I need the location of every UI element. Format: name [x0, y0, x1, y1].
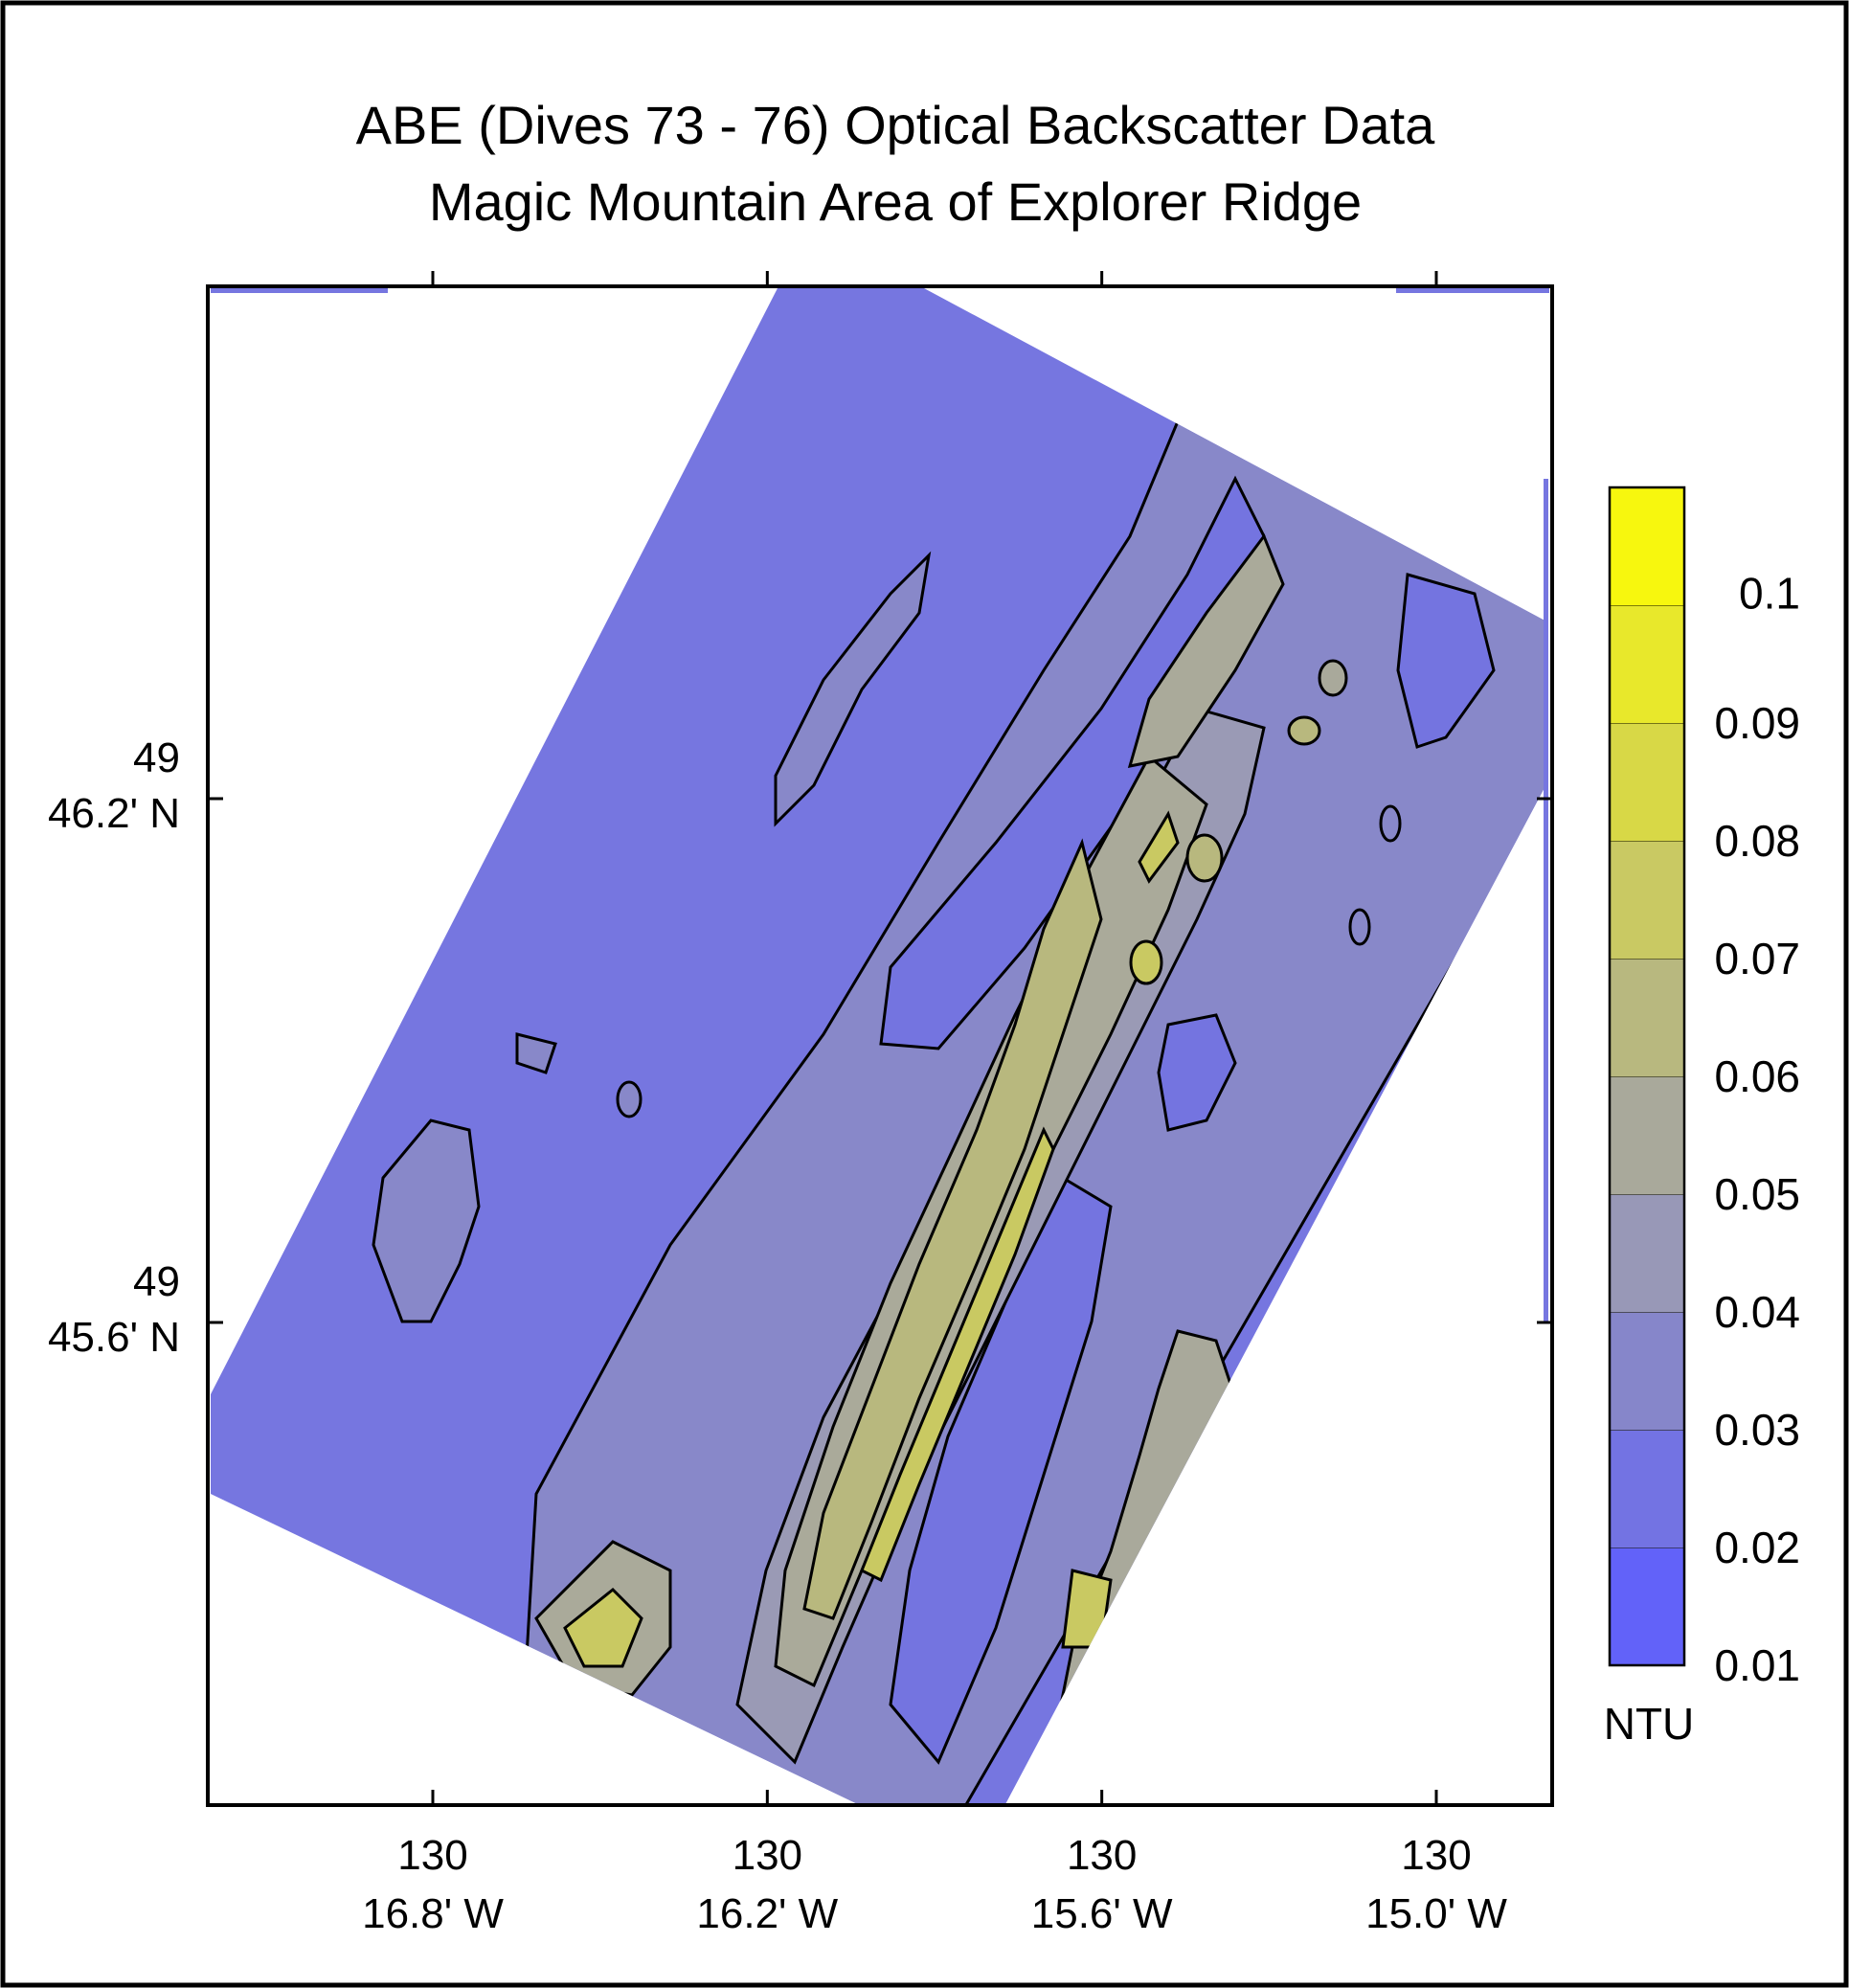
contour-ring: [1129, 939, 1163, 985]
colorbar-segment: [1610, 1547, 1684, 1666]
colorbar-tick-label: 0.08: [1714, 816, 1800, 866]
contour-region: [889, 1175, 1113, 1765]
x-tick-label-minutes: 15.6' W: [1031, 1890, 1173, 1937]
y-tick-label-degrees: 49: [133, 734, 180, 781]
colorbar-tick-label: 0.02: [1714, 1523, 1800, 1572]
contour-ring: [1318, 659, 1348, 697]
contour-region: [774, 551, 932, 827]
colorbar-tick-label: 0.06: [1714, 1051, 1800, 1101]
x-tick-label-minutes: 15.0' W: [1365, 1890, 1507, 1937]
contour-region: [563, 1587, 643, 1668]
contour-ring: [1348, 908, 1371, 946]
colorbar-segment: [1610, 959, 1684, 1077]
contour-region: [1127, 532, 1285, 768]
colorbar: 0.01 0.02 0.03 0.04 0.05 0.06 0.07 0.08 0.09 0.1: [1608, 486, 1800, 1690]
colorbar-tick-label: 0.09: [1714, 698, 1800, 748]
x-tick-label-degrees: 130: [1401, 1832, 1471, 1879]
colorbar-segment: [1610, 1076, 1684, 1195]
y-axis: 49 46.2' N 49 45.6' N: [48, 734, 1552, 1361]
contour-region: [1396, 573, 1496, 749]
x-tick-label-degrees: 130: [1067, 1832, 1137, 1879]
colorbar-segment: [1610, 723, 1684, 842]
edge-strip: [1396, 288, 1549, 293]
colorbar-tick-label: 0.1: [1739, 569, 1800, 619]
x-tick-label-degrees: 130: [397, 1832, 467, 1879]
contour-region: [860, 1126, 1055, 1583]
contour-region: [515, 1032, 557, 1074]
contour-ring: [1287, 715, 1321, 746]
y-tick-label-degrees: 49: [133, 1258, 180, 1305]
x-tick-label-minutes: 16.2' W: [696, 1890, 838, 1937]
colorbar-unit-label: NTU: [1604, 1699, 1695, 1749]
colorbar-tick-label: 0.07: [1714, 934, 1800, 983]
colorbar-segment: [1610, 1430, 1684, 1548]
colorbar-tick-label: 0.01: [1714, 1640, 1800, 1690]
contour-region: [802, 838, 1103, 1620]
y-tick-label-minutes: 46.2' N: [48, 790, 180, 837]
contour-region: [1061, 1569, 1113, 1649]
colorbar-tick-label: 0.05: [1714, 1169, 1800, 1219]
x-tick-label-minutes: 16.8' W: [362, 1890, 504, 1937]
plot-frame: [206, 284, 1554, 1807]
colorbar-tick-label: 0.03: [1714, 1405, 1800, 1455]
colorbar-tick-label: 0.04: [1714, 1287, 1800, 1337]
map-area: [206, 284, 1554, 1807]
colorbar-segment: [1610, 1194, 1684, 1313]
colorbar-segment: [1610, 605, 1684, 724]
colorbar-segment: [1610, 841, 1684, 960]
contour-region: [372, 1118, 481, 1323]
contour-region: [1138, 810, 1180, 884]
edge-strip: [211, 288, 388, 293]
colorbar-segment: [1610, 1312, 1684, 1431]
colorbar-segment: [1610, 487, 1684, 606]
chart-title-line2: Magic Mountain Area of Explorer Ridge: [429, 171, 1362, 232]
edge-strip: [1544, 479, 1548, 1322]
contour-ring: [1379, 804, 1402, 843]
contour-ring: [1185, 833, 1224, 883]
colorbar-frame: [1608, 486, 1686, 1667]
x-axis: 130 16.8' W 130 16.2' W 130 15.6' W 130 15.0' W: [362, 271, 1507, 1937]
x-tick-label-degrees: 130: [733, 1832, 802, 1879]
contour-region: [1157, 1013, 1237, 1132]
y-tick-label-minutes: 45.6' N: [48, 1314, 180, 1361]
chart-title-line1: ABE (Dives 73 - 76) Optical Backscatter …: [356, 95, 1436, 155]
contour-ring: [616, 1080, 643, 1118]
